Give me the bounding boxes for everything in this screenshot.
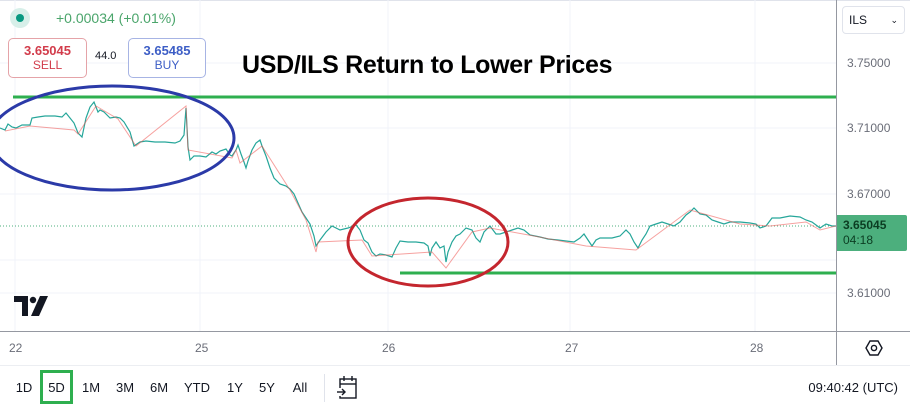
chart-pane[interactable] <box>0 0 836 331</box>
range-all-button[interactable]: All <box>292 379 308 395</box>
time-tick: 26 <box>382 341 396 355</box>
price-axis[interactable] <box>836 0 910 331</box>
range-5d-button[interactable]: 5D <box>40 370 73 404</box>
price-change: +0.00034 (+0.01%) <box>56 10 176 26</box>
time-tick: 22 <box>9 341 23 355</box>
last-price-tag: 3.65045 04:18 <box>837 215 907 251</box>
range-3m-button[interactable]: 3M <box>115 379 135 395</box>
time-tick: 28 <box>750 341 764 355</box>
buy-price: 3.65485 <box>143 43 191 58</box>
time-tick: 27 <box>565 341 579 355</box>
price-tick: 3.75000 <box>847 56 891 70</box>
top-border <box>0 0 910 1</box>
range-ytd-button[interactable]: YTD <box>184 379 210 395</box>
range-1y-button[interactable]: 1Y <box>227 379 243 395</box>
sell-price: 3.65045 <box>24 43 71 58</box>
red-ellipse <box>346 196 510 288</box>
price-tick: 3.67000 <box>847 187 891 201</box>
toolbar-divider <box>324 374 325 402</box>
currency-dropdown[interactable]: ILS ⌄ <box>842 6 905 34</box>
tradingview-logo-icon[interactable] <box>14 296 50 316</box>
spread-value: 44.0 <box>95 50 117 62</box>
blue-ellipse <box>0 84 236 192</box>
price-tick: 3.61000 <box>847 286 891 300</box>
goto-date-button[interactable] <box>336 375 360 401</box>
buy-button[interactable]: 3.65485 BUY <box>128 38 206 78</box>
price-series-green <box>0 100 836 263</box>
time-axis[interactable]: 22 25 26 27 28 <box>0 331 910 365</box>
currency-label: ILS <box>849 13 868 27</box>
time-tick: 25 <box>195 341 209 355</box>
range-6m-button[interactable]: 6M <box>149 379 169 395</box>
last-price: 3.65045 <box>843 218 887 232</box>
annotation-title: USD/ILS Return to Lower Prices <box>242 51 613 79</box>
range-1m-button[interactable]: 1M <box>81 379 101 395</box>
sell-button[interactable]: 3.65045 SELL <box>8 38 87 78</box>
range-5y-button[interactable]: 5Y <box>259 379 275 395</box>
bar-countdown: 04:18 <box>843 233 874 247</box>
utc-clock[interactable]: 09:40:42 (UTC) <box>808 380 898 395</box>
price-tick: 3.71000 <box>847 121 891 135</box>
chevron-down-icon: ⌄ <box>890 14 898 25</box>
settings-hexagon-icon <box>864 340 883 356</box>
calendar-goto-icon <box>336 376 357 399</box>
market-open-dot-icon <box>10 8 30 28</box>
price-series-red <box>4 104 836 269</box>
chart-settings-button[interactable] <box>836 331 910 365</box>
sell-label: SELL <box>32 58 63 72</box>
range-toolbar: 1D 5D 1M 3M 6M YTD 1Y 5Y All 09:40:42 (U… <box>0 365 910 409</box>
range-1d-button[interactable]: 1D <box>15 379 33 395</box>
change-row: +0.00034 (+0.01%) <box>10 7 176 29</box>
buy-label: BUY <box>154 58 180 72</box>
grid <box>0 0 836 331</box>
